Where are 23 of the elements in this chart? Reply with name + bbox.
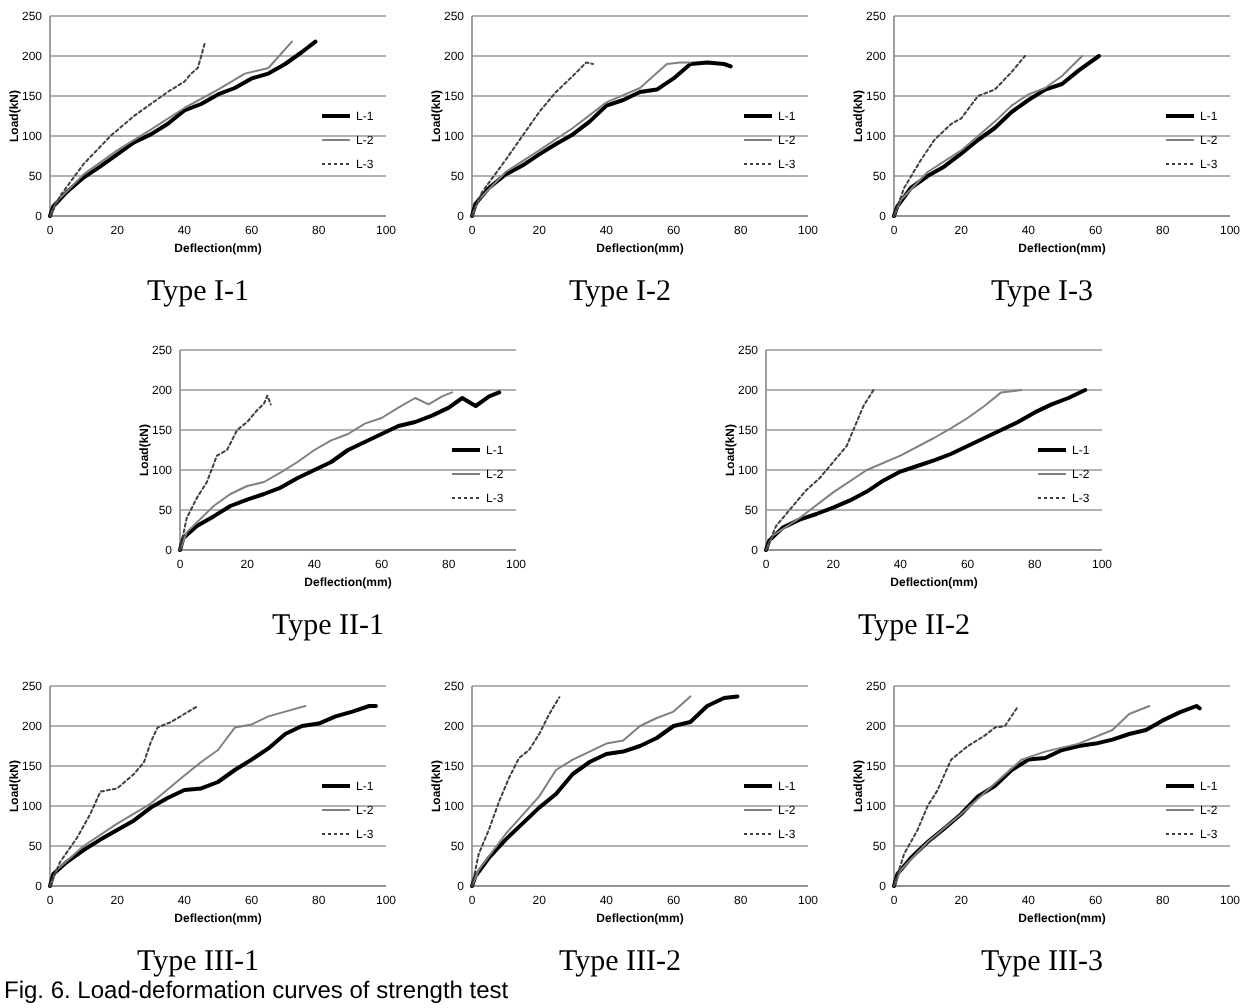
line-series bbox=[48, 704, 378, 888]
line-series bbox=[49, 705, 199, 887]
line-series bbox=[178, 390, 502, 552]
text: Type I-1 bbox=[146, 276, 250, 308]
line-series bbox=[470, 60, 733, 218]
line-series bbox=[893, 705, 1020, 887]
text: Type III-1 bbox=[136, 946, 260, 978]
line-series bbox=[179, 394, 272, 551]
line-series bbox=[893, 55, 1027, 217]
line-series bbox=[764, 388, 1088, 552]
text: Type III-3 bbox=[980, 946, 1104, 978]
text: Type I-2 bbox=[568, 276, 672, 308]
caption: Fig. 6. Load-deformation curves of strength test bbox=[4, 976, 510, 1004]
line-series bbox=[892, 704, 1202, 888]
text: Type II-2 bbox=[857, 610, 971, 642]
line-series bbox=[765, 389, 875, 551]
line-series bbox=[471, 61, 594, 217]
text: Type III-2 bbox=[558, 946, 682, 978]
line-series bbox=[49, 43, 206, 217]
line-series bbox=[471, 696, 561, 887]
text: Type I-3 bbox=[990, 276, 1094, 308]
line-series bbox=[470, 694, 740, 888]
text: Type II-1 bbox=[271, 610, 385, 642]
